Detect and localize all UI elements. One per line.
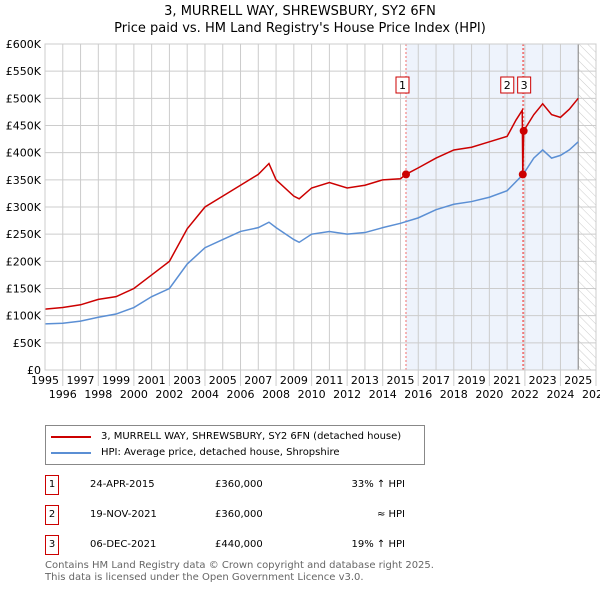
transaction-badge: 1 [45,475,59,495]
transaction-date: 19-NOV-2021 [90,509,157,520]
transaction-row: 1 24-APR-2015 £360,000 33% ↑ HPI [45,475,405,495]
x-tick-label: 2018 [440,388,468,401]
y-tick-label: £450K [6,120,42,133]
x-tick-label: 2012 [333,388,361,401]
x-tick-label: 2021 [493,374,521,387]
sale-label-box [395,76,410,94]
plot-border [44,43,597,371]
y-tick-label: £600K [6,38,42,51]
property-price-line [44,97,579,310]
x-tick-label: 2016 [404,388,432,401]
transaction-badge: 3 [45,535,59,555]
y-tick-label: £250K [6,228,42,241]
x-tick-label: 2005 [209,374,237,387]
footer: Contains HM Land Registry data © Crown c… [45,560,434,584]
x-tick-label: 1998 [84,388,112,401]
sale-label: 3 [521,79,528,92]
price-chart: 1995199619971998199920002001200220032004… [6,38,600,401]
y-tick-label: £550K [6,65,42,78]
x-tick-label: 2010 [298,388,326,401]
y-tick-label: £200K [6,255,42,268]
x-tick-label: 2024 [546,388,574,401]
sale-label: 2 [504,79,511,92]
footer-line1: Contains HM Land Registry data © Crown c… [45,560,434,571]
y-tick-label: £500K [6,92,42,105]
x-tick-label: 1997 [67,374,95,387]
y-tick-label: £0 [27,364,41,377]
legend: 3, MURRELL WAY, SHREWSBURY, SY2 6FN (det… [45,425,425,465]
x-tick-label: 2009 [280,374,308,387]
x-tick-label: 2023 [529,374,557,387]
sale-label-box [517,76,532,94]
y-tick-label: £400K [6,147,42,160]
x-tick-label: 1999 [102,374,130,387]
legend-item-hpi: HPI: Average price, detached house, Shro… [51,447,340,459]
transaction-row: 2 19-NOV-2021 £360,000 ≈ HPI [45,505,405,525]
x-tick-label: 2026 [582,388,600,401]
x-tick-label: 2004 [191,388,219,401]
x-tick-label: 2022 [511,388,539,401]
legend-item-property: 3, MURRELL WAY, SHREWSBURY, SY2 6FN (det… [51,431,401,443]
x-tick-label: 2011 [315,374,343,387]
x-tick-label: 2006 [227,388,255,401]
transaction-row: 3 06-DEC-2021 £440,000 19% ↑ HPI [45,535,405,555]
legend-label: 3, MURRELL WAY, SHREWSBURY, SY2 6FN (det… [101,431,402,442]
y-tick-label: £300K [6,201,42,214]
transaction-hpi: ≈ HPI [376,509,405,520]
x-tick-label: 2015 [386,374,414,387]
x-tick-label: 2014 [369,388,397,401]
x-tick-label: 2019 [458,374,486,387]
transaction-price: £360,000 [215,509,263,520]
sale-point [518,170,527,179]
chart-title: 3, MURRELL WAY, SHREWSBURY, SY2 6FN [164,4,436,19]
transaction-hpi: 19% ↑ HPI [351,539,405,550]
x-tick-label: 2001 [138,374,166,387]
x-tick-label: 2002 [155,388,183,401]
y-tick-label: £150K [6,283,42,296]
y-tick-label: £50K [13,337,42,350]
x-tick-label: 2020 [475,388,503,401]
transaction-date: 06-DEC-2021 [90,539,157,550]
x-tick-label: 1995 [31,374,59,387]
sale-point [519,126,528,135]
sale-point [401,170,410,179]
x-tick-label: 2008 [262,388,290,401]
x-tick-label: 2000 [120,388,148,401]
x-tick-label: 2003 [173,374,201,387]
x-tick-label: 2007 [244,374,272,387]
x-tick-label: 2013 [351,374,379,387]
transaction-hpi: 33% ↑ HPI [351,479,405,490]
sale-label-box [500,76,515,94]
transaction-price: £360,000 [215,479,263,490]
legend-label: HPI: Average price, detached house, Shro… [101,447,340,458]
sale-label: 1 [399,79,406,92]
transaction-badge: 2 [45,505,59,525]
y-tick-label: £100K [6,310,42,323]
x-tick-label: 2017 [422,374,450,387]
footer-line2: This data is licensed under the Open Gov… [45,572,364,583]
transaction-price: £440,000 [215,539,263,550]
x-tick-label: 1996 [49,388,77,401]
chart-subtitle: Price paid vs. HM Land Registry's House … [114,21,486,36]
transaction-date: 24-APR-2015 [90,479,155,490]
y-tick-label: £350K [6,174,42,187]
x-tick-label: 2025 [564,374,592,387]
